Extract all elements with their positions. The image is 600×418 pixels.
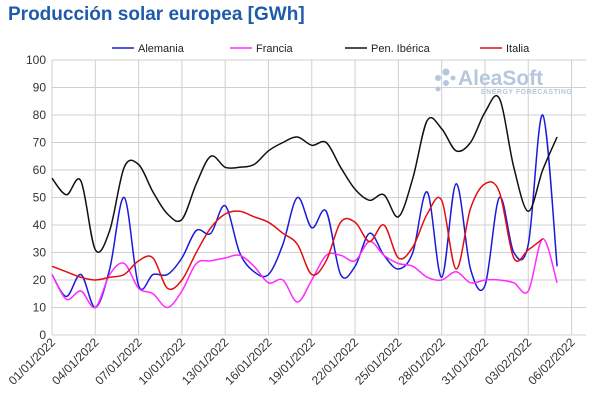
series-line-italia	[51, 181, 544, 291]
y-tick-label: 90	[33, 81, 47, 95]
y-tick-label: 100	[26, 53, 46, 67]
y-tick-label: 0	[39, 328, 46, 342]
legend-label: Francia	[256, 43, 294, 55]
x-axis-ticks: 01/01/202204/01/202207/01/202210/01/2022…	[6, 335, 578, 388]
legend-label: Pen. Ibérica	[371, 43, 431, 55]
brand-watermark: AleaSoft ENERGY FORECASTING	[435, 67, 572, 96]
brand-name: AleaSoft	[458, 67, 543, 90]
chart-legend: Alemania Francia Pen. Ibérica Italia	[112, 43, 530, 55]
series-line-francia	[51, 238, 558, 309]
y-axis-ticks: 0 10 20 30 40 50 60 70 80 90 100	[26, 53, 46, 342]
legend-label: Alemania	[138, 43, 185, 55]
chart-title: Producción solar europea [GWh]	[8, 4, 305, 25]
y-tick-label: 60	[33, 163, 47, 177]
series-line-pen-ib-rica	[51, 94, 558, 253]
y-tick-label: 10	[33, 301, 47, 315]
y-tick-label: 20	[33, 273, 47, 287]
brand-tagline: ENERGY FORECASTING	[481, 89, 572, 96]
chart-grid	[51, 59, 586, 336]
y-tick-label: 50	[33, 191, 47, 205]
y-tick-label: 80	[33, 108, 47, 122]
chart-series	[51, 94, 558, 309]
legend-label: Italia	[506, 43, 530, 55]
y-tick-label: 30	[33, 246, 47, 260]
y-tick-label: 70	[33, 136, 47, 150]
y-tick-label: 40	[33, 218, 47, 232]
brand-logo-icon	[435, 68, 456, 92]
series-line-alemania	[51, 114, 558, 309]
x-tick-label: 06/02/2022	[525, 335, 578, 388]
